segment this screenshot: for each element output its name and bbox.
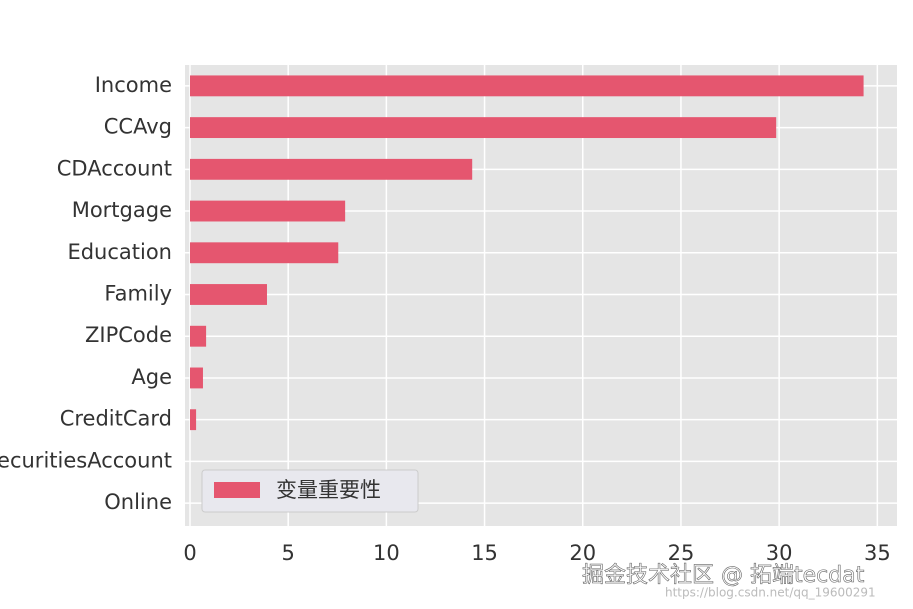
bar [190,367,203,389]
y-tick-label: CDAccount [57,156,172,180]
legend-box [201,469,419,513]
legend-swatch [214,482,260,498]
y-tick-label: Income [95,73,172,97]
plot-area [185,65,897,526]
watermark: 掘金技术社区 @ 拓端tecdat [582,563,865,588]
x-tick-label: 15 [471,541,498,565]
y-tick-label: Online [104,490,172,514]
bar [190,284,267,305]
bar [190,242,339,264]
y-tick-label: ZIPCode [85,323,172,347]
x-tick-label: 20 [569,541,596,565]
bar [190,325,207,347]
legend: 变量重要性 [201,469,419,513]
x-tick-label: 30 [766,541,793,565]
y-tick-label: Mortgage [72,198,172,222]
x-tick-label: 25 [668,541,695,565]
bar [190,409,197,431]
y-tick-label: Age [131,365,172,389]
bar [190,117,777,139]
y-tick-label: Family [104,282,172,306]
x-tick-label: 35 [864,541,891,565]
watermark-url: https://blog.csdn.net/qq_19600291 [665,586,876,600]
x-tick-label: 0 [183,541,196,565]
y-tick-label: CCAvg [104,115,172,139]
y-tick-label: CreditCard [60,407,172,431]
x-tick-label: 5 [282,541,295,565]
x-tick-label: 10 [373,541,400,565]
legend-label: 变量重要性 [276,478,381,502]
bar [190,200,346,222]
bar [190,75,864,97]
y-tick-label: SecuritiesAccount [0,448,172,472]
bar [190,158,473,180]
y-tick-label: Education [67,240,172,264]
